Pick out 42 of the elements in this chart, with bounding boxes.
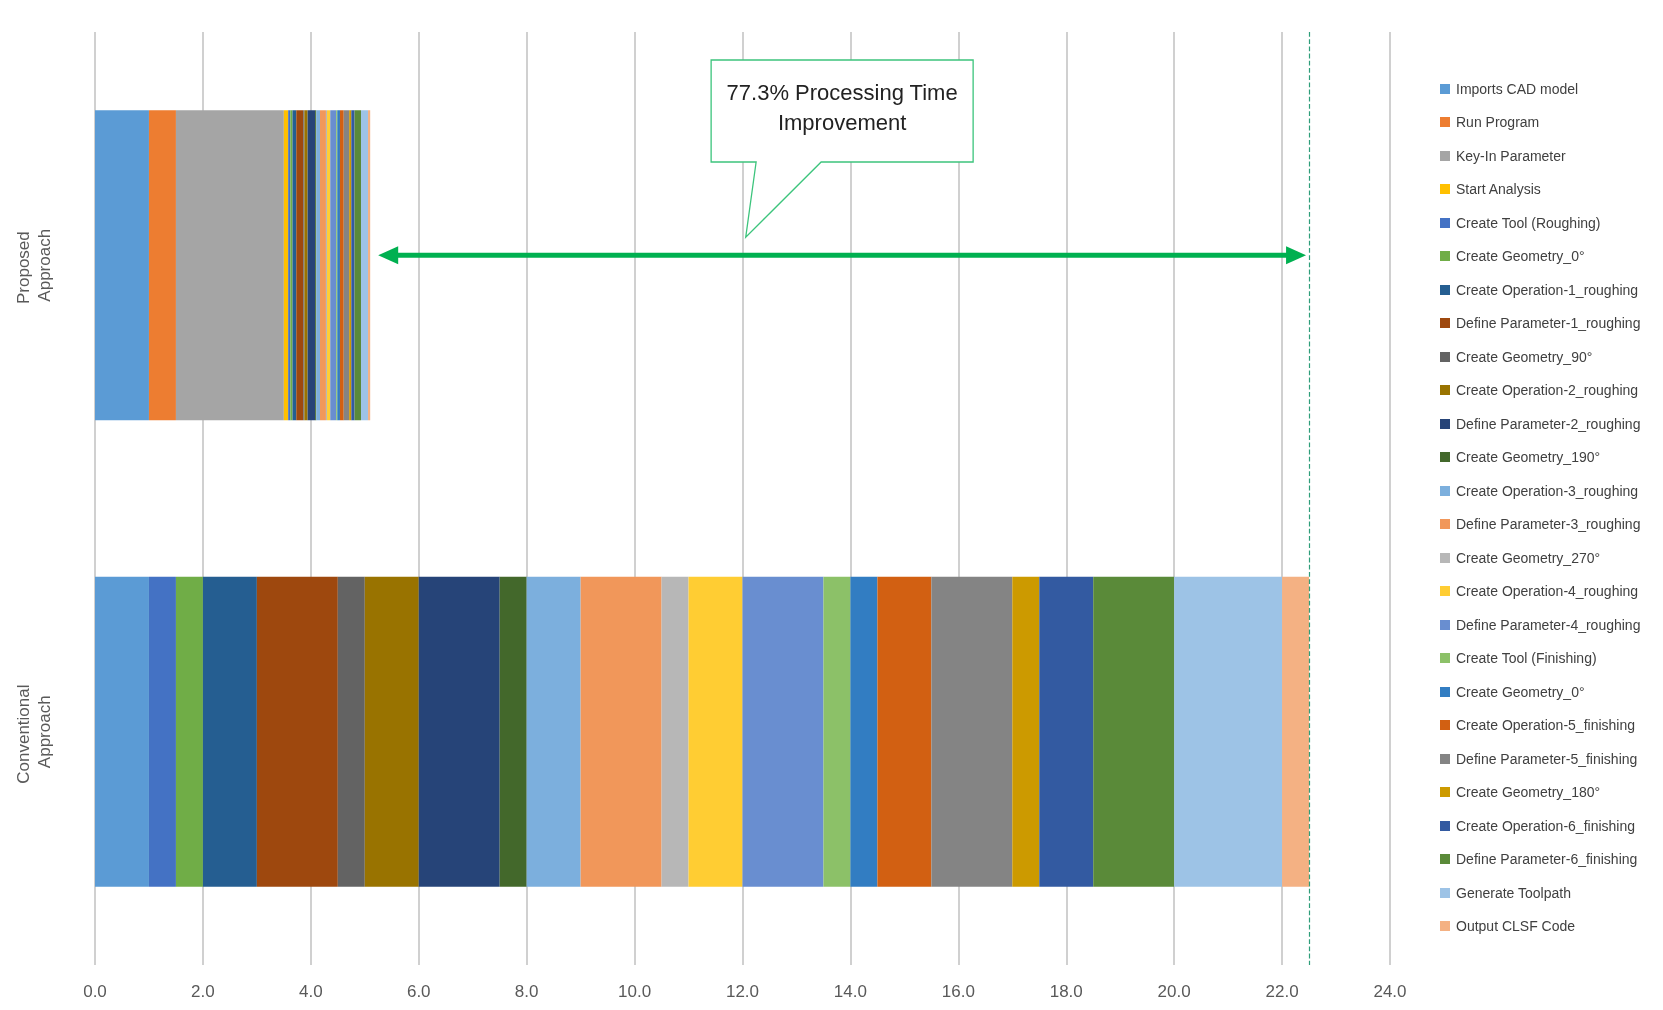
legend-label: Create Operation-2_roughing (1456, 382, 1639, 399)
legend-label: Create Tool (Finishing) (1456, 650, 1597, 667)
legend-label: Output CLSF Code (1456, 918, 1576, 935)
legend-label: Create Geometry_190° (1456, 449, 1601, 466)
legend-label: Start Analysis (1456, 181, 1541, 198)
legend-label: Define Parameter-5_finishing (1456, 750, 1638, 767)
legend-label: Create Geometry_90° (1456, 348, 1593, 365)
legend-label: Create Operation-4_roughing (1456, 583, 1639, 600)
x-tick-label: 18.0 (1049, 982, 1083, 1001)
y-tick-label: Conventional Approach (14, 679, 54, 784)
x-tick-label: 4.0 (299, 982, 323, 1001)
x-tick-label: 22.0 (1265, 982, 1299, 1001)
annotation: 77.3% Processing Time Improvement (725, 79, 959, 137)
legend-label: Imports CAD model (1456, 80, 1579, 97)
x-tick-label: 0.0 (83, 982, 107, 1001)
legend-label: Define Parameter-2_roughing (1456, 415, 1641, 432)
legend-label: Define Parameter-4_roughing (1456, 616, 1641, 633)
y-tick-label: Proposed Approach (14, 226, 54, 304)
legend-label: Key-In Parameter (1456, 147, 1566, 164)
legend-label: Create Operation-1_roughing (1456, 281, 1639, 298)
legend-label: Create Operation-6_finishing (1456, 817, 1635, 834)
x-tick-label: 12.0 (725, 982, 760, 1001)
legend-label: Define Parameter-3_roughing (1456, 516, 1641, 533)
x-tick-label: 14.0 (833, 982, 867, 1001)
x-tick-label: 24.0 (1373, 982, 1407, 1001)
legend-label: Create Geometry_0° (1456, 248, 1585, 265)
legend-label: Create Geometry_270° (1456, 549, 1601, 566)
legend-label: Create Geometry_0° (1456, 683, 1585, 700)
legend-label: Create Operation-3_roughing (1456, 482, 1639, 499)
legend-label: Run Program (1456, 114, 1540, 131)
x-tick-label: 2.0 (191, 982, 215, 1001)
x-tick-label: 10.0 (618, 982, 652, 1001)
x-tick-label: 20.0 (1157, 982, 1191, 1001)
legend-label: Define Parameter-1_roughing (1456, 315, 1641, 332)
x-tick-label: 6.0 (406, 982, 431, 1001)
legend-label: Create Geometry_180° (1456, 784, 1601, 801)
x-tick-label: 16.0 (941, 982, 975, 1001)
x-tick-label: 8.0 (514, 982, 539, 1001)
legend-label: Create Operation-5_finishing (1456, 717, 1635, 734)
legend-label: Create Tool (Roughing) (1456, 214, 1601, 231)
legend-label: Define Parameter-6_finishing (1456, 851, 1638, 868)
legend-label: Generate Toolpath (1456, 884, 1571, 901)
